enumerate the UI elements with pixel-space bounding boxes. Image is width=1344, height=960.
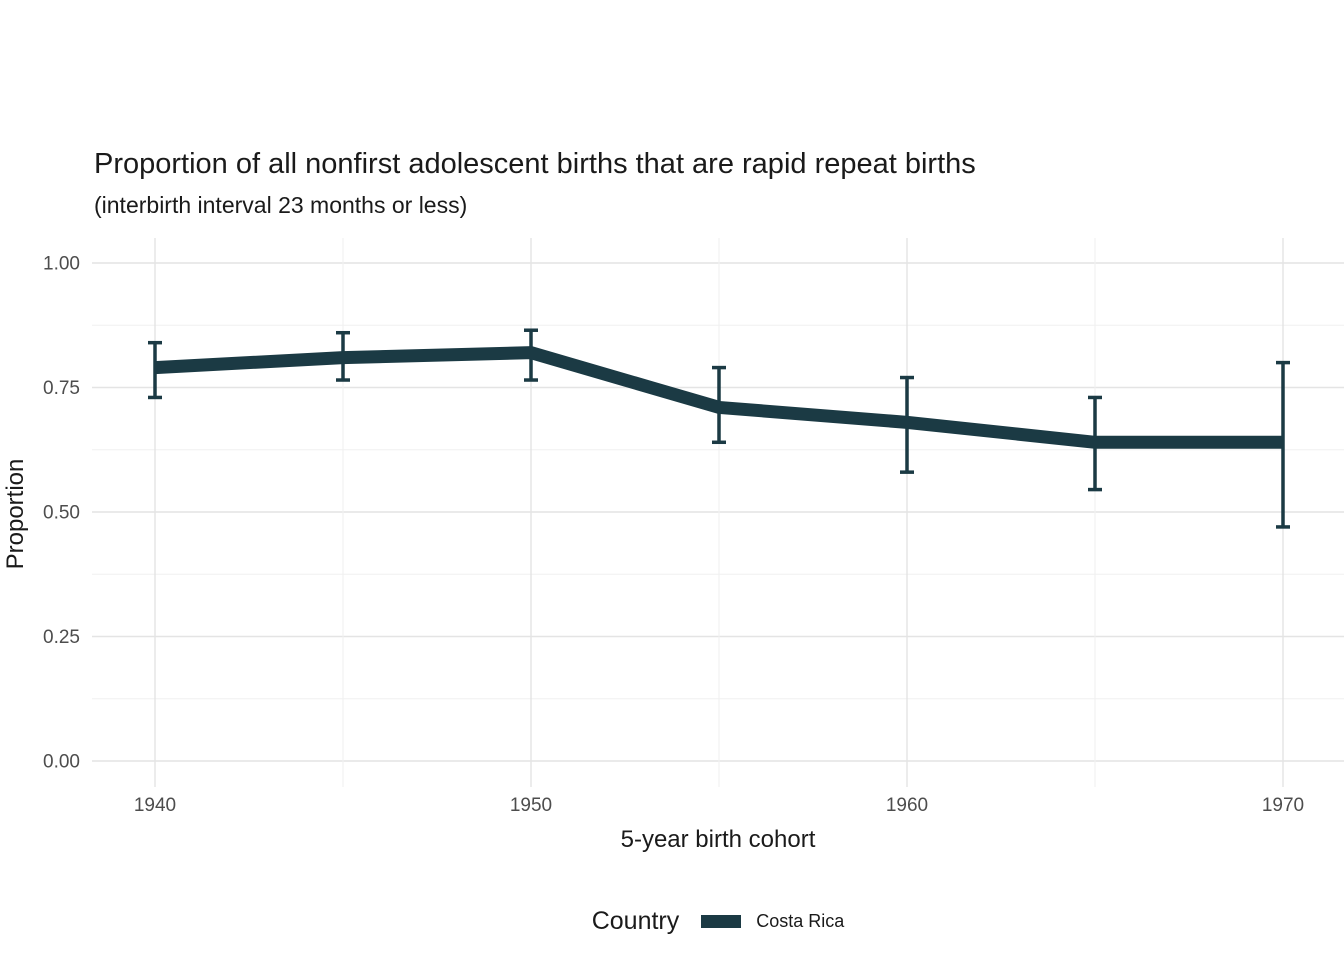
y-tick-label: 0.00 bbox=[43, 752, 80, 773]
chart-subtitle: (interbirth interval 23 months or less) bbox=[94, 192, 468, 218]
legend-title: Country bbox=[591, 906, 680, 935]
y-tick-label: 0.25 bbox=[43, 627, 80, 648]
y-tick-label: 0.50 bbox=[43, 503, 80, 524]
x-tick-label: 1960 bbox=[886, 795, 928, 816]
legend: Country Costa Rica bbox=[92, 903, 1344, 939]
legend-entry-label: Costa Rica bbox=[756, 910, 845, 931]
series-line bbox=[154, 346, 1283, 449]
y-tick-label: 1.00 bbox=[43, 254, 80, 275]
x-tick-label: 1970 bbox=[1262, 795, 1304, 816]
chart-title: Proportion of all nonfirst adolescent bi… bbox=[94, 148, 976, 180]
x-tick-label: 1950 bbox=[510, 795, 552, 816]
y-axis-title: Proportion bbox=[2, 458, 29, 570]
y-tick-label: 0.75 bbox=[43, 378, 80, 399]
x-axis-title: 5-year birth cohort bbox=[620, 826, 816, 853]
legend-line-swatch bbox=[701, 914, 742, 928]
x-tick-label: 1940 bbox=[134, 795, 176, 816]
